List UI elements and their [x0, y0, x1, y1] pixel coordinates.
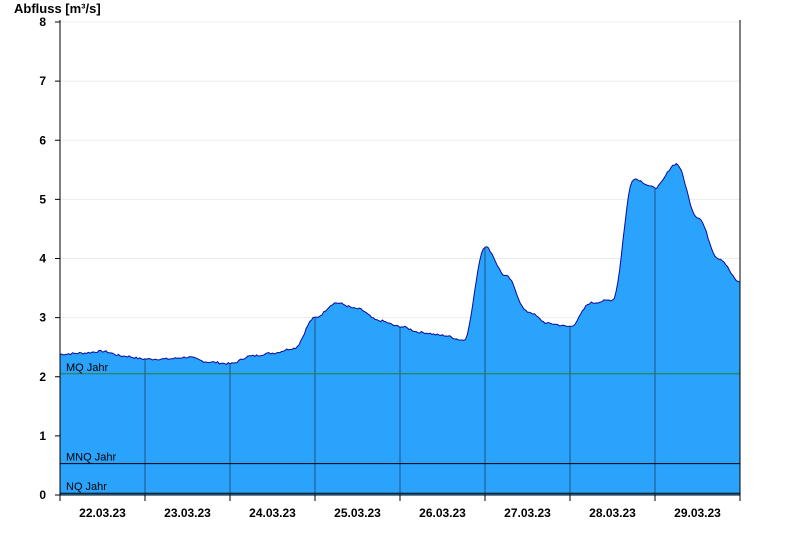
y-tick-label: 2 [39, 370, 46, 384]
y-tick-label: 1 [39, 429, 46, 443]
y-axis-title: Abfluss [m³/s] [14, 1, 101, 16]
y-tick-label: 8 [39, 15, 46, 29]
y-tick-label: 0 [39, 488, 46, 502]
x-tick-label: 23.03.23 [164, 506, 211, 520]
x-tick-label: 28.03.23 [589, 506, 636, 520]
x-ticks: 22.03.23 23.03.23 24.03.23 25.03.23 26.03.23… [59, 495, 741, 520]
y-tick-label: 3 [39, 311, 46, 325]
y-tick-label: 4 [39, 252, 46, 266]
y-tick-label: 7 [39, 74, 46, 88]
y-ticks: 0 1 2 3 4 5 6 7 8 [39, 15, 60, 502]
y-tick-label: 6 [39, 133, 46, 147]
y-tick-label: 5 [39, 192, 46, 206]
ref-line-label: MNQ Jahr [66, 452, 116, 464]
ref-line-label: NQ Jahr [66, 481, 107, 493]
ref-line-label: MQ Jahr [66, 362, 109, 374]
x-tick-label: 22.03.23 [79, 506, 126, 520]
x-tick-label: 29.03.23 [674, 506, 721, 520]
x-tick-label: 26.03.23 [419, 506, 466, 520]
x-tick-label: 24.03.23 [249, 506, 296, 520]
x-tick-label: 25.03.23 [334, 506, 381, 520]
x-tick-label: 27.03.23 [504, 506, 551, 520]
day-separators [144, 187, 656, 495]
reference-lines: MQ Jahr MNQ Jahr NQ Jahr [60, 362, 740, 494]
